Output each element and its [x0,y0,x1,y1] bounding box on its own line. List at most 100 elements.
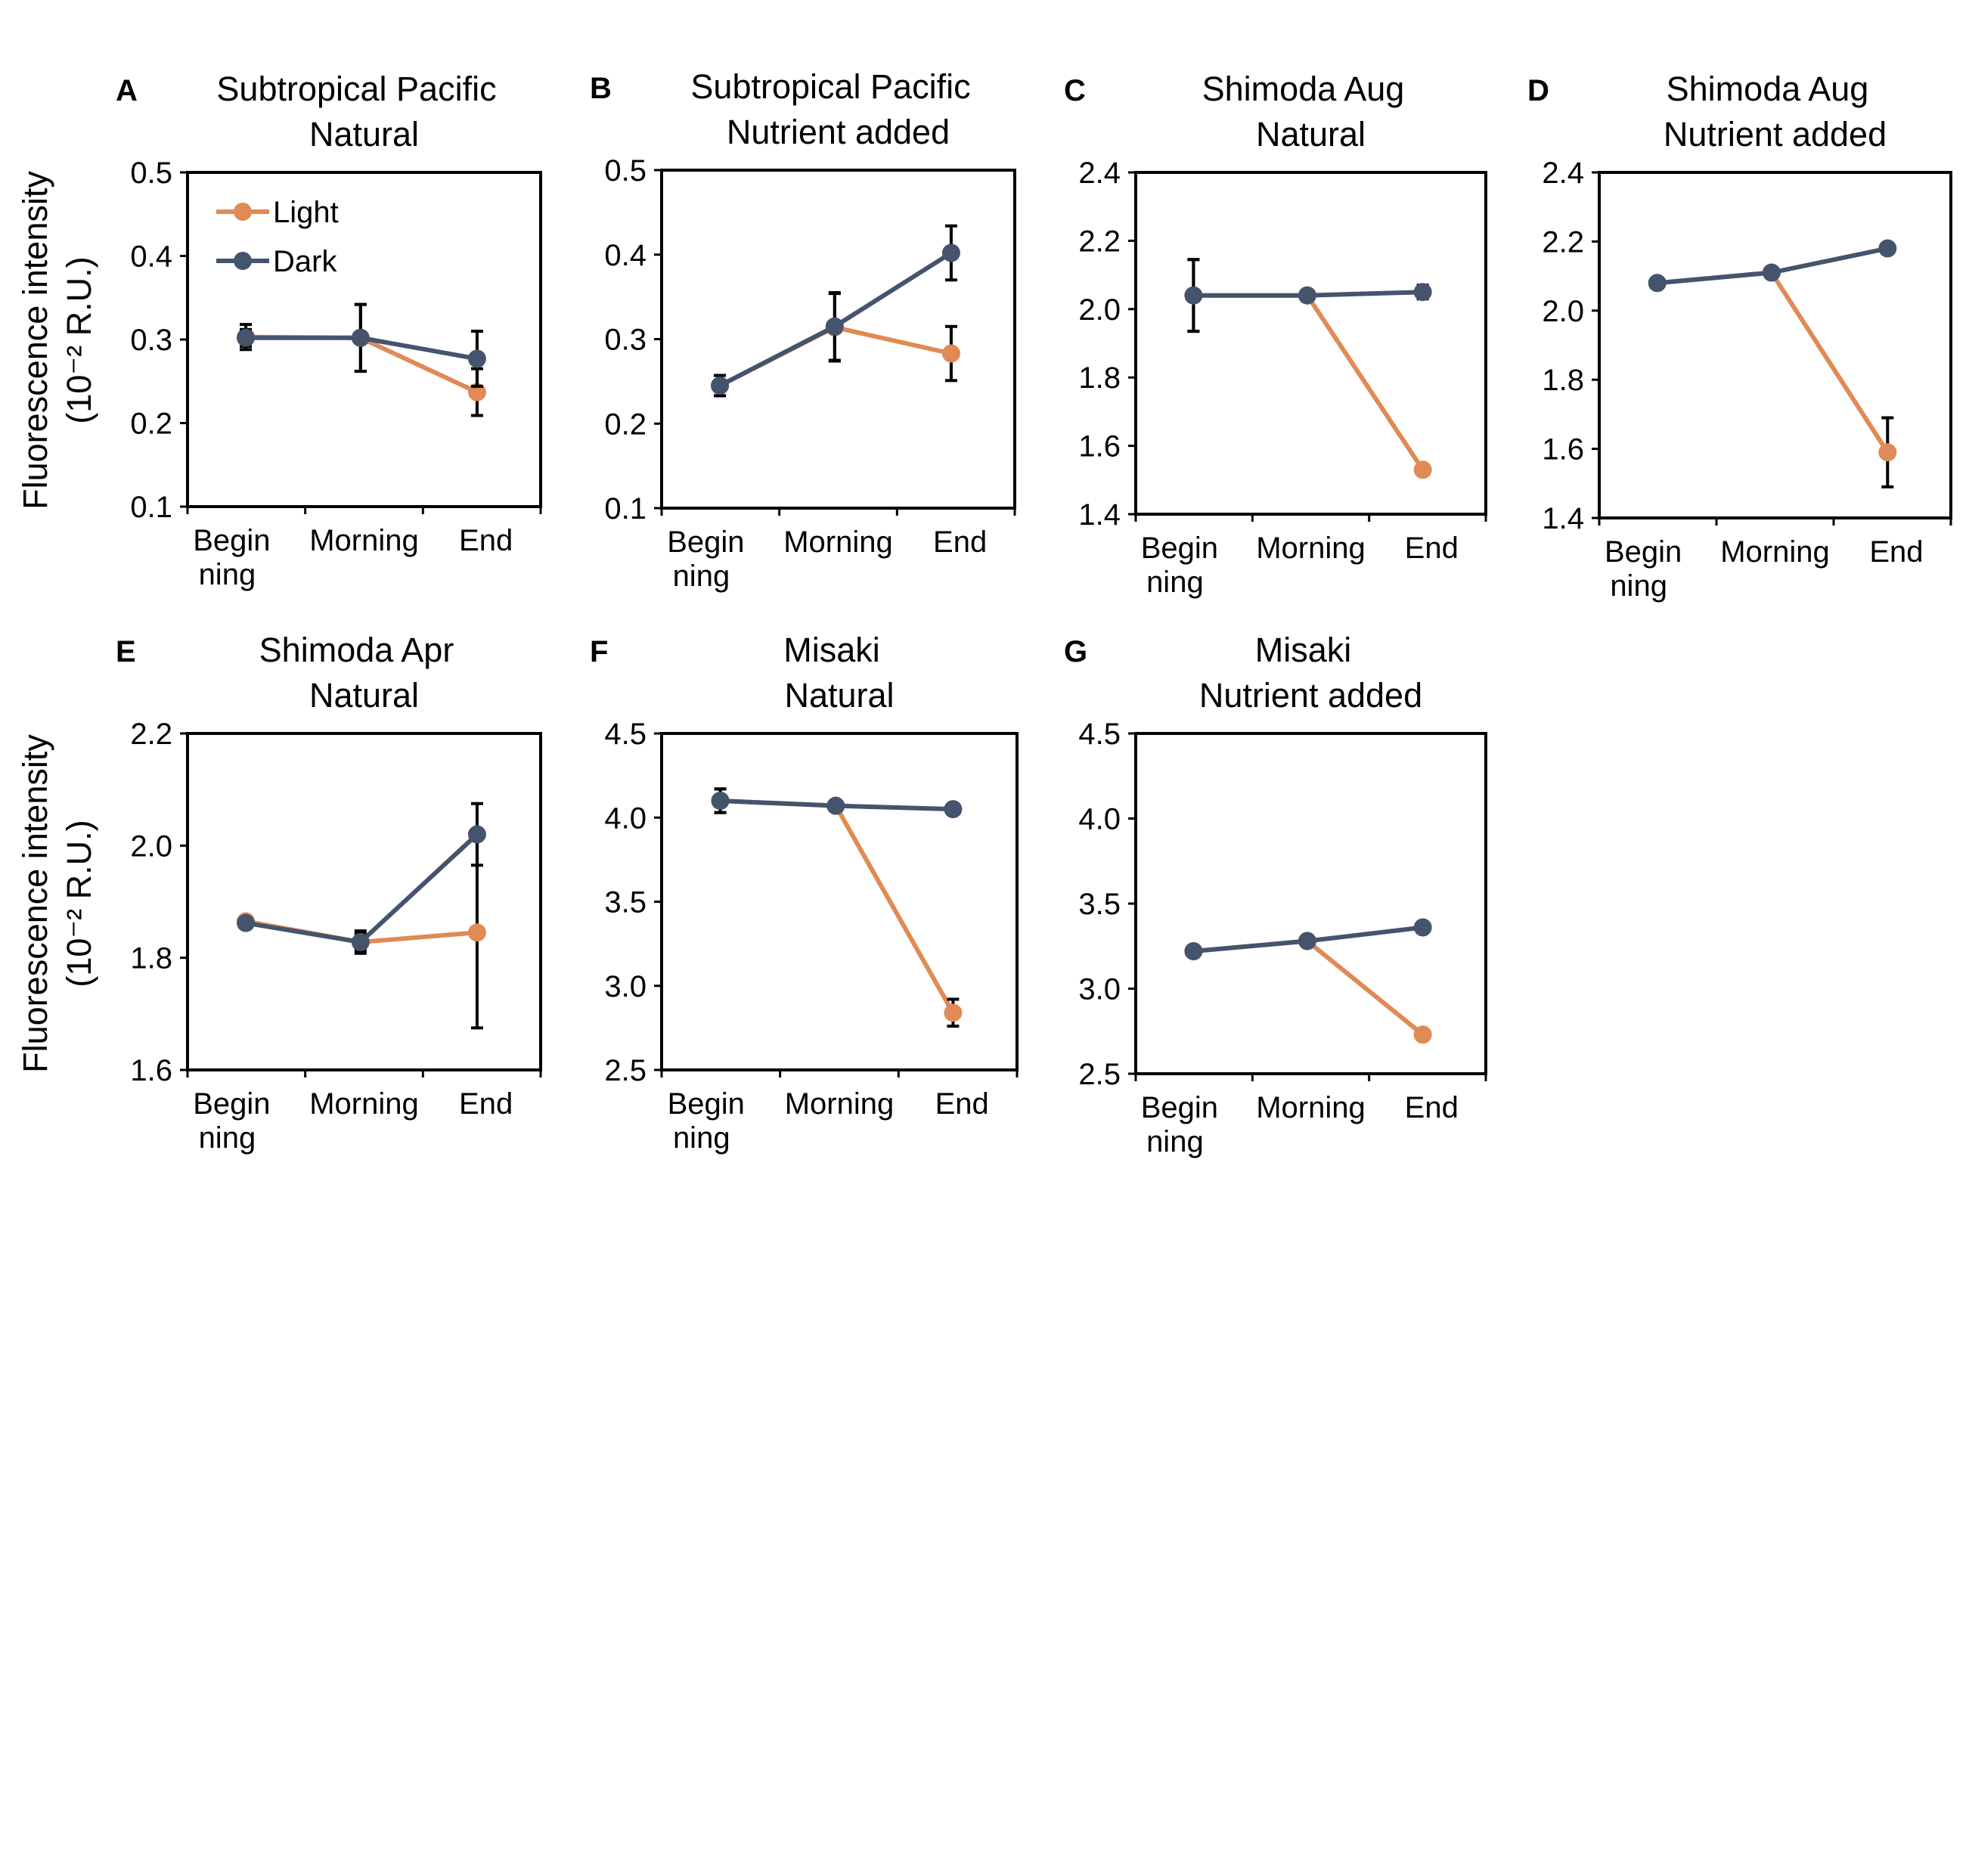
x-category-label: Morning [1256,532,1366,565]
panel-title-line: Shimoda Apr [259,631,454,669]
data-point-dark [1413,918,1432,937]
data-point-dark [351,328,370,347]
y-tick-label: 4.5 [1078,718,1121,751]
data-point-light [1413,460,1432,479]
y-axis-title-line1: Fluorescence intensity [16,734,54,1073]
data-point-dark [1878,239,1897,258]
x-category-label: End [935,1087,989,1121]
legend-swatch-marker [234,203,252,221]
y-tick-label: 0.3 [130,324,172,357]
y-tick-label: 1.4 [1542,502,1584,535]
panel-letter: A [116,74,138,107]
data-point-dark [467,825,486,844]
data-point-dark [467,349,486,368]
y-tick-label: 4.0 [604,802,647,835]
x-category-label: ning [673,560,730,593]
y-tick-label: 0.1 [130,491,172,524]
x-category-label: ning [199,1121,256,1155]
x-category-label: Begin [668,1087,745,1121]
panel-title-line: Subtropical Pacific [216,70,496,108]
data-point-dark [1413,283,1432,302]
series-dark [711,224,960,398]
panel-title-line: Natural [309,676,419,715]
x-category-label: Begin [1141,1091,1218,1124]
x-category-label: ning [673,1121,730,1155]
panel-title-line: Natural [1256,115,1366,153]
x-category-label: Begin [193,1087,270,1121]
x-category-label: Begin [193,524,270,557]
data-point-light [941,344,960,363]
panel-title-line: Natural [784,676,894,715]
x-category-label: Begin [667,526,744,559]
series-line-light [720,798,956,1014]
data-point-light [944,1003,963,1022]
panel-letter: F [590,635,608,668]
legend-label: Light [273,196,339,229]
x-category-label: Morning [1720,535,1830,569]
legend-label: Dark [273,245,337,278]
plot-frame [660,169,1016,510]
data-point-dark [1184,942,1203,960]
y-tick-label: 4.5 [604,718,647,751]
data-point-dark [237,328,256,347]
y-axis-title-line2: (10⁻² R.U.) [60,256,98,423]
series-dark [711,787,963,819]
data-point-dark [1184,286,1203,305]
panel-title-line: Nutrient added [1664,115,1887,153]
panel-title-line: Nutrient added [727,113,950,151]
panel-letter: B [590,72,612,105]
data-point-dark [1648,274,1667,293]
x-category-label: Begin [1605,535,1682,569]
data-point-dark [351,932,370,951]
y-tick-label: 3.5 [1078,888,1121,921]
y-axis-title-row-2: Fluorescence intensity (10⁻² R.U.) [16,734,98,1073]
data-point-dark [237,913,256,932]
series-dark [237,802,486,955]
y-tick-label: 1.8 [1542,364,1584,397]
x-category-label: Morning [309,524,419,557]
y-axis-title-line1: Fluorescence intensity [16,171,54,510]
panel-title-line: Shimoda Aug [1202,70,1405,108]
y-tick-label: 3.0 [604,970,647,1003]
y-tick-label: 3.5 [604,886,647,919]
y-tick-label: 2.0 [1078,293,1121,327]
series-dark [1184,258,1432,333]
x-category-label: End [933,526,987,559]
panel-title-line: Shimoda Aug [1667,70,1869,108]
y-tick-label: 2.2 [1078,225,1121,258]
y-tick-label: 0.1 [604,492,647,526]
series-dark [237,302,486,388]
y-tick-label: 2.5 [1078,1058,1121,1091]
x-category-label: Begin [1141,532,1218,565]
plot-frame [1134,171,1487,516]
y-tick-label: 1.6 [1542,433,1584,467]
y-axis-title-line2: (10⁻² R.U.) [60,820,98,987]
x-category-label: End [1405,532,1459,565]
series-line-light [1193,293,1425,471]
data-point-dark [1762,263,1781,282]
panel-title-line: Misaki [783,631,880,669]
y-tick-label: 2.2 [1542,225,1584,259]
data-point-light [1878,443,1897,462]
x-category-label: ning [1146,566,1204,599]
y-tick-label: 2.4 [1078,157,1121,190]
y-tick-label: 1.6 [1078,430,1121,464]
panel-letter: G [1064,635,1087,668]
x-category-label: End [1405,1091,1459,1124]
x-category-label: End [459,1087,513,1121]
x-category-label: Morning [785,1087,895,1121]
series-light [711,787,963,1028]
plot-frame [186,732,542,1071]
data-point-dark [941,243,960,262]
panel-title-line: Misaki [1255,631,1352,669]
x-category-label: ning [1610,569,1667,603]
data-point-dark [1298,286,1316,305]
